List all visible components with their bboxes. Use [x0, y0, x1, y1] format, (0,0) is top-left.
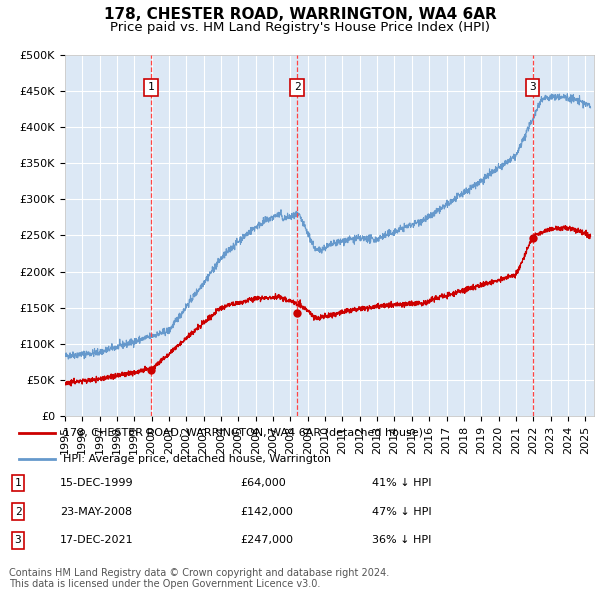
Text: 3: 3	[14, 536, 22, 545]
Text: 1: 1	[148, 83, 154, 93]
Text: 3: 3	[529, 83, 536, 93]
Text: £247,000: £247,000	[240, 536, 293, 545]
Text: 178, CHESTER ROAD, WARRINGTON, WA4 6AR: 178, CHESTER ROAD, WARRINGTON, WA4 6AR	[104, 7, 496, 22]
Text: 15-DEC-1999: 15-DEC-1999	[60, 478, 134, 487]
Text: 47% ↓ HPI: 47% ↓ HPI	[372, 507, 431, 516]
Text: 23-MAY-2008: 23-MAY-2008	[60, 507, 132, 516]
Text: 2: 2	[14, 507, 22, 516]
Text: 1: 1	[14, 478, 22, 487]
Text: £64,000: £64,000	[240, 478, 286, 487]
Text: 41% ↓ HPI: 41% ↓ HPI	[372, 478, 431, 487]
Text: Contains HM Land Registry data © Crown copyright and database right 2024.
This d: Contains HM Land Registry data © Crown c…	[9, 568, 389, 589]
Text: HPI: Average price, detached house, Warrington: HPI: Average price, detached house, Warr…	[63, 454, 331, 464]
Text: 178, CHESTER ROAD, WARRINGTON, WA4 6AR (detached house): 178, CHESTER ROAD, WARRINGTON, WA4 6AR (…	[63, 428, 423, 438]
Text: 17-DEC-2021: 17-DEC-2021	[60, 536, 134, 545]
Text: £142,000: £142,000	[240, 507, 293, 516]
Text: 2: 2	[294, 83, 301, 93]
Text: 36% ↓ HPI: 36% ↓ HPI	[372, 536, 431, 545]
Text: Price paid vs. HM Land Registry's House Price Index (HPI): Price paid vs. HM Land Registry's House …	[110, 21, 490, 34]
